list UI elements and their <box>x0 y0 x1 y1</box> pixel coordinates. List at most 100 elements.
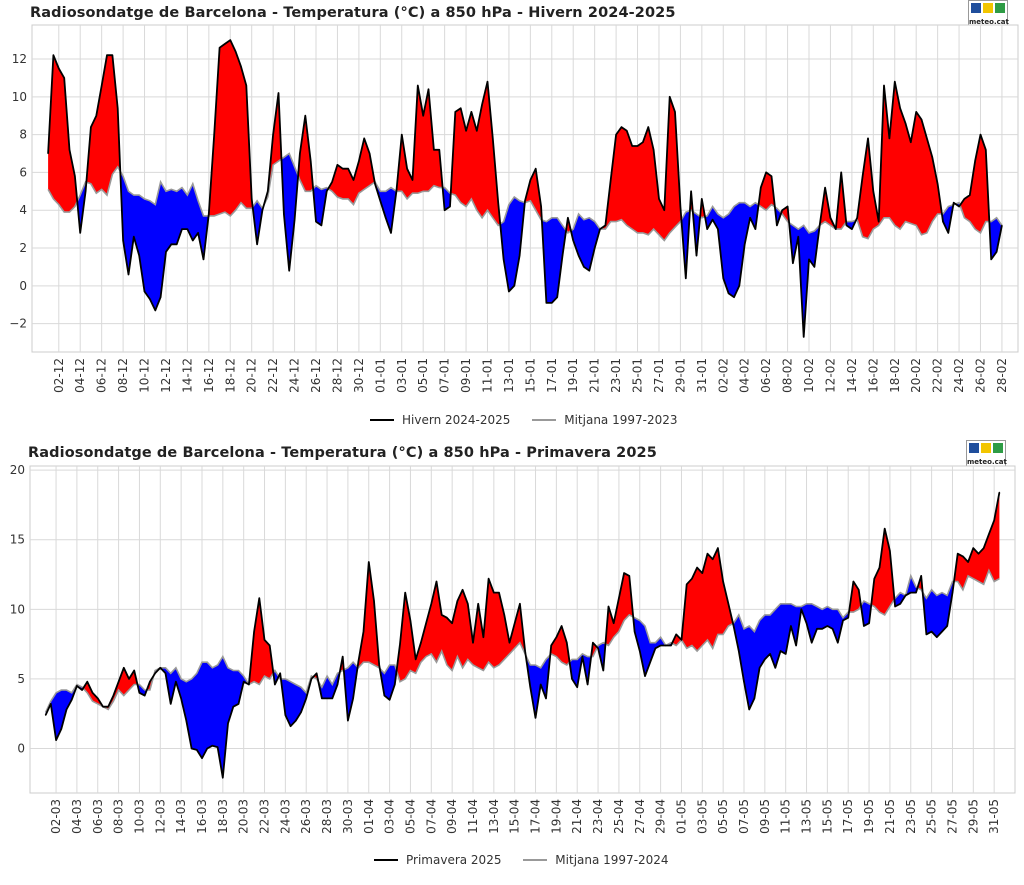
observed-point <box>191 747 193 750</box>
observed-point <box>905 594 907 596</box>
observed-point <box>425 622 427 624</box>
x-tick-label: 02-03 <box>49 799 63 834</box>
observed-point <box>647 126 649 128</box>
observed-point <box>368 561 370 563</box>
observed-point <box>472 642 474 644</box>
observed-point <box>931 631 933 633</box>
observed-point <box>243 681 245 683</box>
above-average-fill <box>450 81 501 226</box>
observed-point <box>154 672 156 674</box>
x-tick-label: 15-04 <box>508 799 522 834</box>
observed-point <box>165 251 167 253</box>
observed-point <box>642 141 644 143</box>
x-tick-label: 13-05 <box>800 799 814 834</box>
above-average-fill <box>357 562 380 669</box>
observed-point <box>899 603 901 605</box>
observed-point <box>454 111 456 113</box>
observed-point <box>451 622 453 624</box>
observed-point <box>925 633 928 635</box>
observed-point <box>958 205 960 208</box>
below-average-fill <box>525 654 551 718</box>
observed-point <box>821 628 823 630</box>
x-tick-label: 21-04 <box>570 799 584 834</box>
observed-point <box>430 603 432 605</box>
observed-point <box>963 198 966 200</box>
observed-point <box>946 625 948 627</box>
spring-chart-panel: Radiosondatge de Barcelona - Temperatura… <box>0 440 1024 885</box>
observed-point <box>524 650 526 652</box>
x-tick-label: 20-03 <box>237 799 251 834</box>
observed-point <box>936 636 938 638</box>
observed-point <box>904 122 907 124</box>
observed-point <box>915 592 917 594</box>
observed-point <box>409 619 411 622</box>
observed-point <box>602 669 604 672</box>
observed-point <box>47 152 49 155</box>
x-tick-label: 03-04 <box>383 799 397 834</box>
x-tick-label: 04-02 <box>738 358 752 393</box>
observed-point <box>272 134 274 136</box>
observed-point <box>123 667 125 669</box>
observed-point <box>998 491 1001 493</box>
chart-legend: Hivern 2024-2025 Mitjana 1997-2023 <box>370 410 696 427</box>
observed-point <box>58 67 60 70</box>
x-tick-label: 03-01 <box>395 358 409 393</box>
above-average-fill <box>248 598 274 685</box>
observed-point <box>990 258 992 260</box>
observed-point <box>868 622 870 624</box>
above-average-fill <box>871 528 895 615</box>
x-tick-label: 27-01 <box>652 358 666 393</box>
above-average-fill <box>524 168 542 220</box>
x-tick-label: 28-02 <box>995 358 1009 393</box>
x-tick-label: 13-04 <box>487 799 501 834</box>
observed-point <box>567 217 569 219</box>
below-average-fill <box>905 575 918 596</box>
observed-point <box>653 149 655 151</box>
observed-point <box>310 678 312 680</box>
x-tick-label: 11-01 <box>480 358 494 393</box>
observed-point <box>551 302 553 304</box>
observed-point <box>133 669 135 672</box>
x-tick-label: 07-01 <box>438 358 452 393</box>
observed-point <box>404 592 406 594</box>
observed-point <box>336 683 339 686</box>
x-tick-label: 08-12 <box>116 358 130 393</box>
observed-point <box>422 115 424 117</box>
observed-point <box>883 84 885 87</box>
observed-point <box>748 708 750 711</box>
observed-point <box>488 578 490 580</box>
observed-point <box>680 639 683 641</box>
observed-point <box>444 209 446 211</box>
x-tick-label: 09-05 <box>758 799 772 834</box>
observed-point <box>112 695 114 697</box>
above-average-fill <box>953 492 1000 590</box>
observed-point <box>665 644 667 647</box>
observed-point <box>764 658 766 660</box>
observed-point <box>320 224 322 226</box>
observed-point <box>138 255 140 257</box>
observed-point <box>373 600 375 602</box>
below-average-fill <box>692 211 701 256</box>
observed-point <box>894 81 896 83</box>
observed-point <box>295 720 297 722</box>
observed-point <box>154 309 156 311</box>
observed-point <box>493 592 495 594</box>
observed-point <box>915 111 917 113</box>
below-average-fill <box>570 214 600 271</box>
observed-point <box>797 236 799 238</box>
observed-point <box>974 160 976 162</box>
average-series-line <box>44 568 1000 713</box>
observed-point <box>477 603 479 605</box>
observed-point <box>754 228 757 230</box>
y-tick-label: 15 <box>10 533 25 547</box>
observed-point <box>290 725 292 727</box>
observed-point <box>55 739 57 741</box>
observed-point <box>535 168 537 170</box>
observed-point <box>95 115 97 117</box>
observed-point <box>122 239 124 242</box>
observed-point <box>649 661 651 663</box>
observed-point <box>953 202 955 204</box>
observed-point <box>837 642 839 644</box>
observed-point <box>519 255 521 257</box>
above-average-fill <box>328 138 375 205</box>
